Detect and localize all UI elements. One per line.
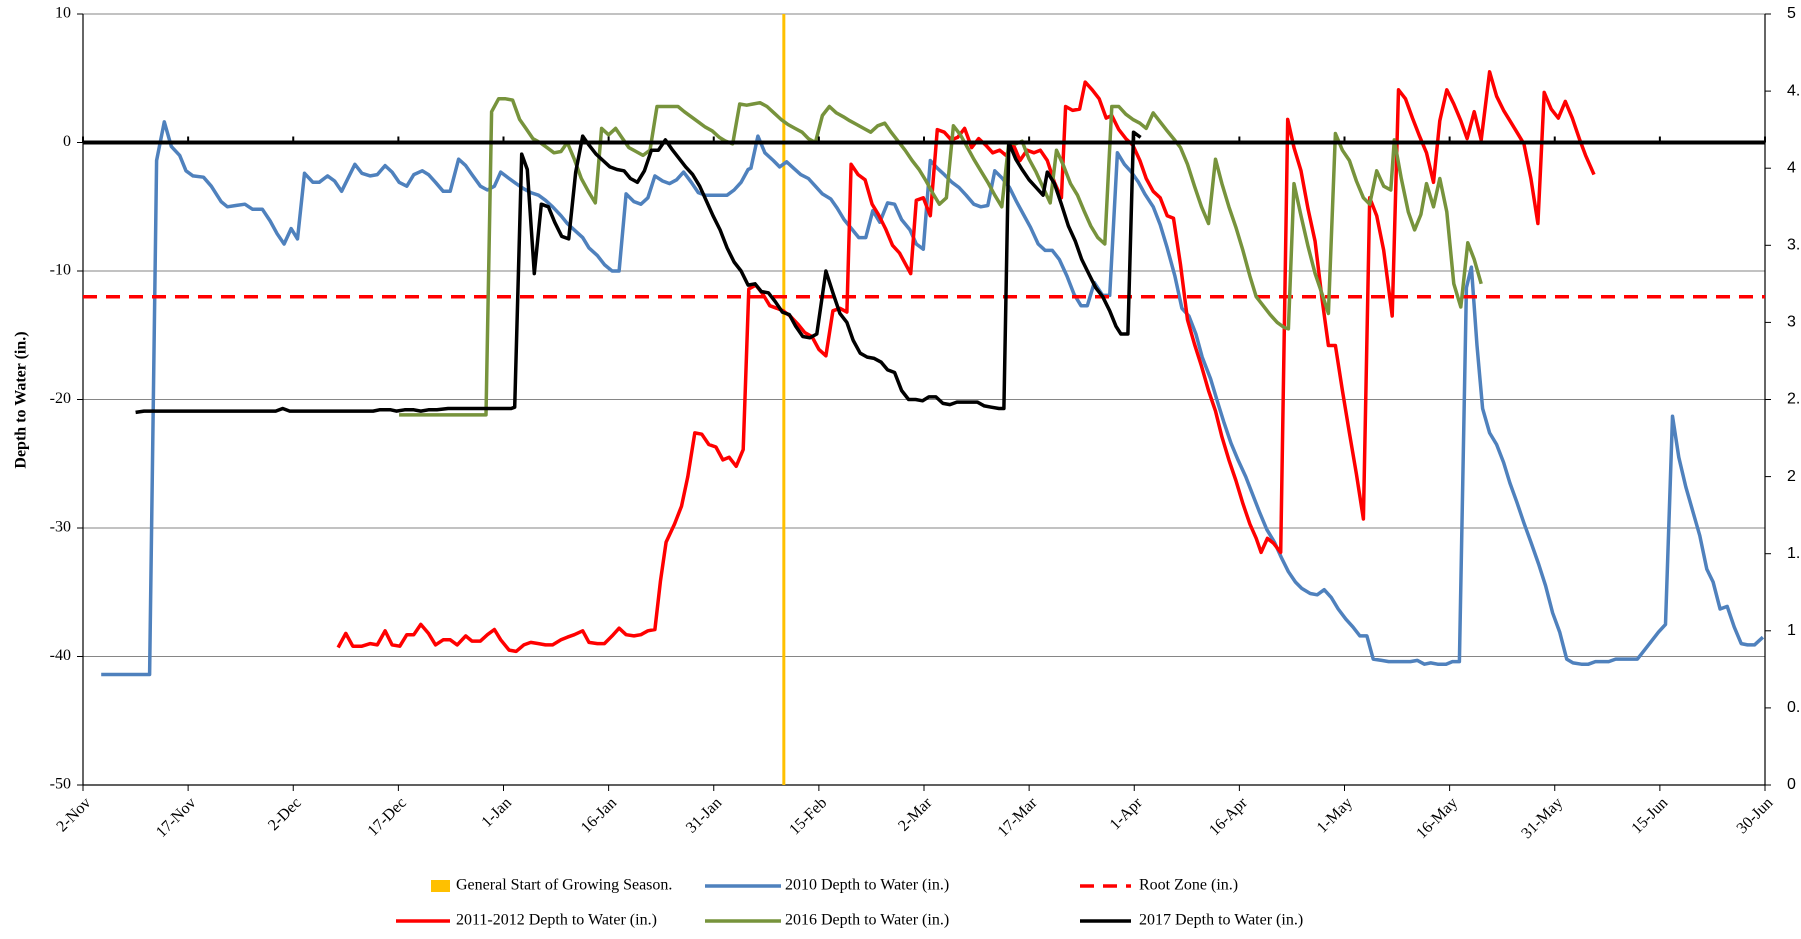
x-tick-label: 1-Apr <box>1107 794 1147 834</box>
legend-label: General Start of Growing Season. <box>456 877 672 894</box>
y-tick-label: 0 <box>63 133 71 150</box>
x-tick-label: 2-Mar <box>895 794 936 835</box>
legend-item: 2011-2012 Depth to Water (in.) <box>396 912 657 929</box>
x-tick-label: 17-Mar <box>995 794 1041 840</box>
x-tick-label: 31-May <box>1518 794 1566 842</box>
y2-tick-label: 5 <box>1787 5 1796 22</box>
x-tick-label: 30-Jun <box>1734 794 1777 837</box>
x-tick-label: 31-Jan <box>683 794 725 836</box>
y-tick-label: 10 <box>55 5 71 22</box>
y-tick-label: -20 <box>50 390 71 407</box>
legend-label: 2010 Depth to Water (in.) <box>785 877 949 894</box>
x-tick-label: 16-May <box>1413 794 1461 842</box>
series-line <box>135 130 1142 415</box>
legend-label: 2017 Depth to Water (in.) <box>1139 912 1303 929</box>
y2-tick-label: 0 <box>1787 776 1796 793</box>
y-tick-label: -30 <box>50 519 71 536</box>
y2-tick-label: 4 <box>1787 159 1796 176</box>
legend-item: General Start of Growing Season. <box>431 877 672 894</box>
legend-item: 2010 Depth to Water (in.) <box>705 877 949 894</box>
x-tick-label: 15-Feb <box>786 794 830 838</box>
y-tick-label: -50 <box>50 776 71 793</box>
x-tick-label: 1-May <box>1314 794 1356 836</box>
y-axis-label: Depth to Water (in.) <box>13 331 30 468</box>
legend-swatch <box>431 880 450 892</box>
legend-label: Root Zone (in.) <box>1139 877 1238 894</box>
legend-item: 2017 Depth to Water (in.) <box>1080 912 1303 929</box>
series-line <box>399 97 1483 417</box>
y2-tick-label: 2 <box>1787 468 1796 485</box>
y2-tick-label: 4. <box>1787 82 1800 99</box>
y2-tick-label: 0. <box>1787 699 1800 716</box>
y2-tick-label: 3. <box>1787 237 1800 254</box>
x-tick-label: 15-Jun <box>1628 794 1671 837</box>
x-tick-label: 2-Dec <box>265 794 305 834</box>
x-tick-label: 2-Nov <box>53 794 94 835</box>
y2-tick-label: 3 <box>1787 314 1796 331</box>
y2-tick-label: 1 <box>1787 622 1796 639</box>
x-tick-label: 17-Nov <box>153 794 200 841</box>
x-tick-label: 16-Jan <box>578 794 620 836</box>
y2-tick-label: 1. <box>1787 545 1800 562</box>
x-tick-label: 1-Jan <box>478 794 515 831</box>
series-line <box>101 120 1765 677</box>
y-tick-label: -40 <box>50 647 71 664</box>
legend-label: 2011-2012 Depth to Water (in.) <box>456 912 657 929</box>
y-tick-label: -10 <box>50 262 71 279</box>
legend-item: 2016 Depth to Water (in.) <box>705 912 949 929</box>
legend-item: Root Zone (in.) <box>1080 877 1238 894</box>
x-tick-label: 16-Apr <box>1206 794 1251 839</box>
y2-tick-label: 2. <box>1787 391 1800 408</box>
series-line <box>336 70 1596 654</box>
legend-label: 2016 Depth to Water (in.) <box>785 912 949 929</box>
x-tick-label: 17-Dec <box>364 794 409 839</box>
